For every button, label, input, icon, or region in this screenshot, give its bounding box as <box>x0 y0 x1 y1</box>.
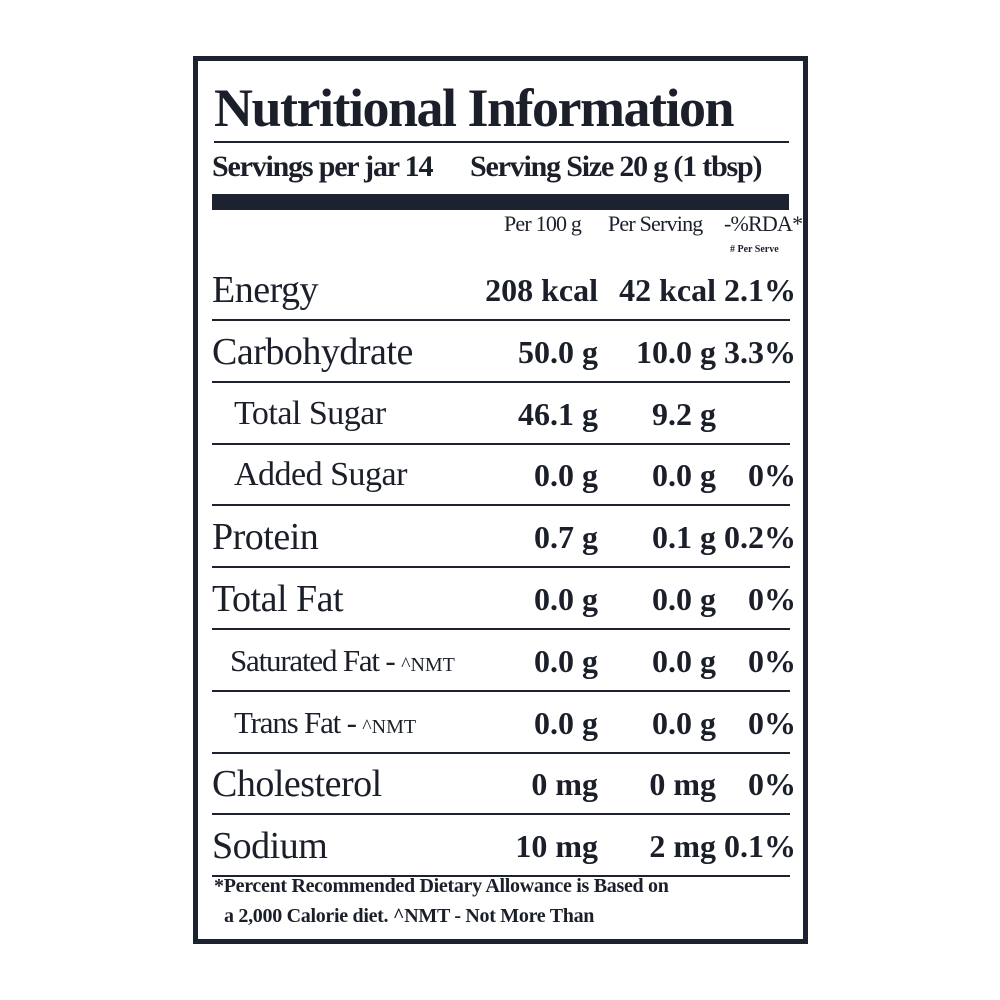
nutrient-name: Saturated Fat - ^NMT <box>230 638 455 688</box>
table-row: Protein 0.7 g 0.1 g 0.2% <box>212 506 796 569</box>
nutrient-name: Added Sugar <box>234 452 407 502</box>
value-per-serving: 0.0 g <box>652 642 716 679</box>
column-header-rda: -%RDA* <box>724 211 803 236</box>
title-divider <box>214 141 789 143</box>
value-per-serving: 9.2 g <box>652 395 716 432</box>
nutrient-name: Total Fat <box>212 576 344 628</box>
value-per-100g: 0.0 g <box>534 704 598 741</box>
serving-size: Serving Size 20 g (1 tbsp) <box>470 150 763 183</box>
value-per-100g: 46.1 g <box>518 395 598 432</box>
table-row: Energy 208 kcal 42 kcal 2.1% <box>212 259 796 321</box>
table-row: Total Sugar 46.1 g 9.2 g <box>212 383 794 445</box>
row-divider <box>212 628 790 630</box>
nutrient-name-text: Cholesterol <box>212 763 382 806</box>
nutrient-name: Carbohydrate <box>212 329 413 381</box>
value-per-100g: 208 kcal <box>485 272 598 308</box>
table-row: Trans Fat - ^NMT 0.0 g 0.0 g 0% <box>212 692 796 754</box>
nutrient-name-text: Saturated Fat - <box>230 642 402 678</box>
row-divider <box>212 751 790 754</box>
value-rda: 0% <box>748 457 796 494</box>
value-per-100g: 0.0 g <box>534 642 598 679</box>
footnote-line-1: *Percent Recommended Dietary Allowance i… <box>214 875 669 897</box>
row-divider <box>212 813 790 816</box>
row-divider <box>212 380 790 383</box>
footnote: *Percent Recommended Dietary Allowance i… <box>214 871 794 931</box>
table-row: Carbohydrate 50.0 g 10.0 g 3.3% <box>212 321 796 383</box>
table-row: Added Sugar 0.0 g 0.0 g 0% <box>212 444 796 507</box>
table-row: Saturated Fat - ^NMT 0.0 g 0.0 g 0% <box>212 630 796 692</box>
table-row: Total Fat 0.0 g 0.0 g 0% <box>212 568 796 630</box>
nutrient-name-text: Trans Fat - <box>234 704 363 740</box>
nmt-marker: ^NMT <box>362 715 417 738</box>
value-per-serving: 0 mg <box>649 766 716 803</box>
column-header-per100: Per 100 g <box>504 211 582 236</box>
value-per-serving: 0.0 g <box>652 581 716 617</box>
nutrient-name-text: Total Fat <box>212 578 344 620</box>
value-rda: 0.2% <box>724 519 796 556</box>
label-title: Nutritional Information <box>214 78 735 138</box>
value-per-100g: 10 mg <box>515 828 598 865</box>
nutrient-name-text: Sodium <box>212 825 328 868</box>
row-divider <box>212 566 790 569</box>
nutrient-name-text: Energy <box>212 269 319 311</box>
value-per-100g: 50.0 g <box>518 333 598 370</box>
value-rda: 3.3% <box>724 333 796 370</box>
value-per-serving: 0.0 g <box>652 704 716 741</box>
value-rda: 2.1% <box>724 272 796 308</box>
row-divider <box>212 319 790 321</box>
value-per-serving: 42 kcal <box>619 272 716 308</box>
value-per-100g: 0.7 g <box>534 519 598 556</box>
value-per-serving: 0.0 g <box>652 457 716 494</box>
nutrient-name-text: Added Sugar <box>234 456 407 494</box>
heavy-bar <box>212 194 789 210</box>
rda-per-serve-note: # Per Serve <box>730 244 779 255</box>
nutrient-name: Total Sugar <box>234 391 386 441</box>
value-per-100g: 0.0 g <box>534 457 598 494</box>
footnote-line-2: a 2,000 Calorie diet. ^NMT - Not More Th… <box>224 905 595 927</box>
nutrient-name-text: Carbohydrate <box>212 330 413 373</box>
value-per-serving: 0.1 g <box>652 519 716 556</box>
nutrient-name-text: Protein <box>212 516 319 559</box>
row-divider <box>212 442 790 445</box>
column-header-per-serving: Per Serving <box>608 211 703 236</box>
value-per-100g: 0 mg <box>531 766 598 803</box>
value-rda: 0% <box>748 581 796 617</box>
nutrient-name: Cholesterol <box>212 761 382 813</box>
value-per-serving: 10.0 g <box>636 333 716 370</box>
servings-per-jar: Servings per jar 14 <box>212 150 433 183</box>
nmt-marker: ^NMT <box>401 653 455 676</box>
nutrient-name: Energy <box>212 267 319 319</box>
nutrient-name: Trans Fat - ^NMT <box>234 700 416 750</box>
nutrient-name: Sodium <box>212 823 328 875</box>
table-row: Cholesterol 0 mg 0 mg 0% <box>212 753 796 816</box>
value-rda: 0.1% <box>724 828 796 865</box>
nutrition-label: Nutritional Information Servings per jar… <box>193 56 808 944</box>
value-per-100g: 0.0 g <box>534 581 598 617</box>
value-rda: 0% <box>748 766 796 803</box>
nutrient-name: Protein <box>212 514 319 566</box>
value-rda: 0% <box>748 642 796 679</box>
value-per-serving: 2 mg <box>649 828 716 865</box>
row-divider <box>212 504 790 507</box>
nutrient-name-text: Total Sugar <box>234 394 386 432</box>
servings-line: Servings per jar 14 Serving Size 20 g (1… <box>212 144 792 184</box>
row-divider <box>212 875 790 878</box>
value-rda: 0% <box>748 704 796 741</box>
row-divider <box>212 689 790 692</box>
table-row: Sodium 10 mg 2 mg 0.1% <box>212 815 796 878</box>
